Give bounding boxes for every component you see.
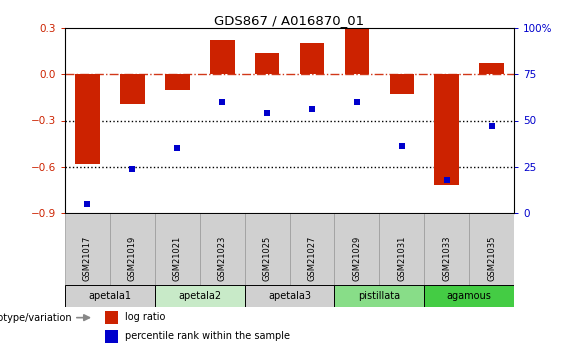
Bar (299, 43, 324, 74)
Text: GSM21023: GSM21023 (218, 236, 227, 282)
Bar (424, 285, 514, 307)
Text: GSM21027: GSM21027 (307, 236, 316, 282)
Point (397, 144, 406, 149)
Bar (289, 213, 334, 285)
Point (442, 177, 451, 183)
Bar (65, 213, 110, 285)
Bar (255, 53, 280, 74)
Text: GSM21033: GSM21033 (442, 236, 451, 282)
Bar (389, 74, 414, 94)
Bar (334, 213, 380, 285)
Text: GSM21029: GSM21029 (353, 236, 362, 282)
Bar (65, 285, 155, 307)
Text: apetala3: apetala3 (268, 291, 311, 301)
Bar (120, 74, 145, 104)
Bar (469, 213, 514, 285)
Text: GSM21025: GSM21025 (263, 236, 272, 282)
Title: GDS867 / A016870_01: GDS867 / A016870_01 (215, 14, 364, 27)
Text: log ratio: log ratio (125, 313, 166, 323)
Bar (210, 40, 234, 74)
Bar (245, 285, 334, 307)
Bar (434, 74, 459, 185)
Text: pistillata: pistillata (358, 291, 401, 301)
Point (263, 110, 272, 116)
Bar (105, 330, 118, 343)
Point (83, 201, 92, 207)
Text: apetala2: apetala2 (178, 291, 221, 301)
Bar (155, 213, 200, 285)
Point (128, 166, 137, 171)
Bar (200, 213, 245, 285)
Bar (380, 213, 424, 285)
Text: GSM21031: GSM21031 (397, 236, 406, 282)
Text: percentile rank within the sample: percentile rank within the sample (125, 332, 290, 342)
Point (173, 146, 182, 151)
Bar (345, 29, 370, 74)
Bar (110, 213, 155, 285)
Text: GSM21017: GSM21017 (83, 236, 92, 282)
Bar (424, 213, 469, 285)
Point (307, 107, 316, 112)
Bar (155, 285, 245, 307)
Text: GSM21035: GSM21035 (487, 236, 496, 282)
Bar (245, 213, 289, 285)
Bar (75, 74, 100, 164)
Bar (105, 311, 118, 324)
Text: apetala1: apetala1 (88, 291, 132, 301)
Bar (334, 285, 424, 307)
Point (487, 123, 496, 129)
Bar (479, 63, 504, 74)
Text: agamous: agamous (447, 291, 492, 301)
Point (353, 99, 362, 105)
Text: GSM21021: GSM21021 (173, 236, 182, 282)
Text: genotype/variation: genotype/variation (0, 313, 72, 323)
Text: GSM21019: GSM21019 (128, 236, 137, 282)
Bar (165, 74, 190, 90)
Point (218, 99, 227, 105)
